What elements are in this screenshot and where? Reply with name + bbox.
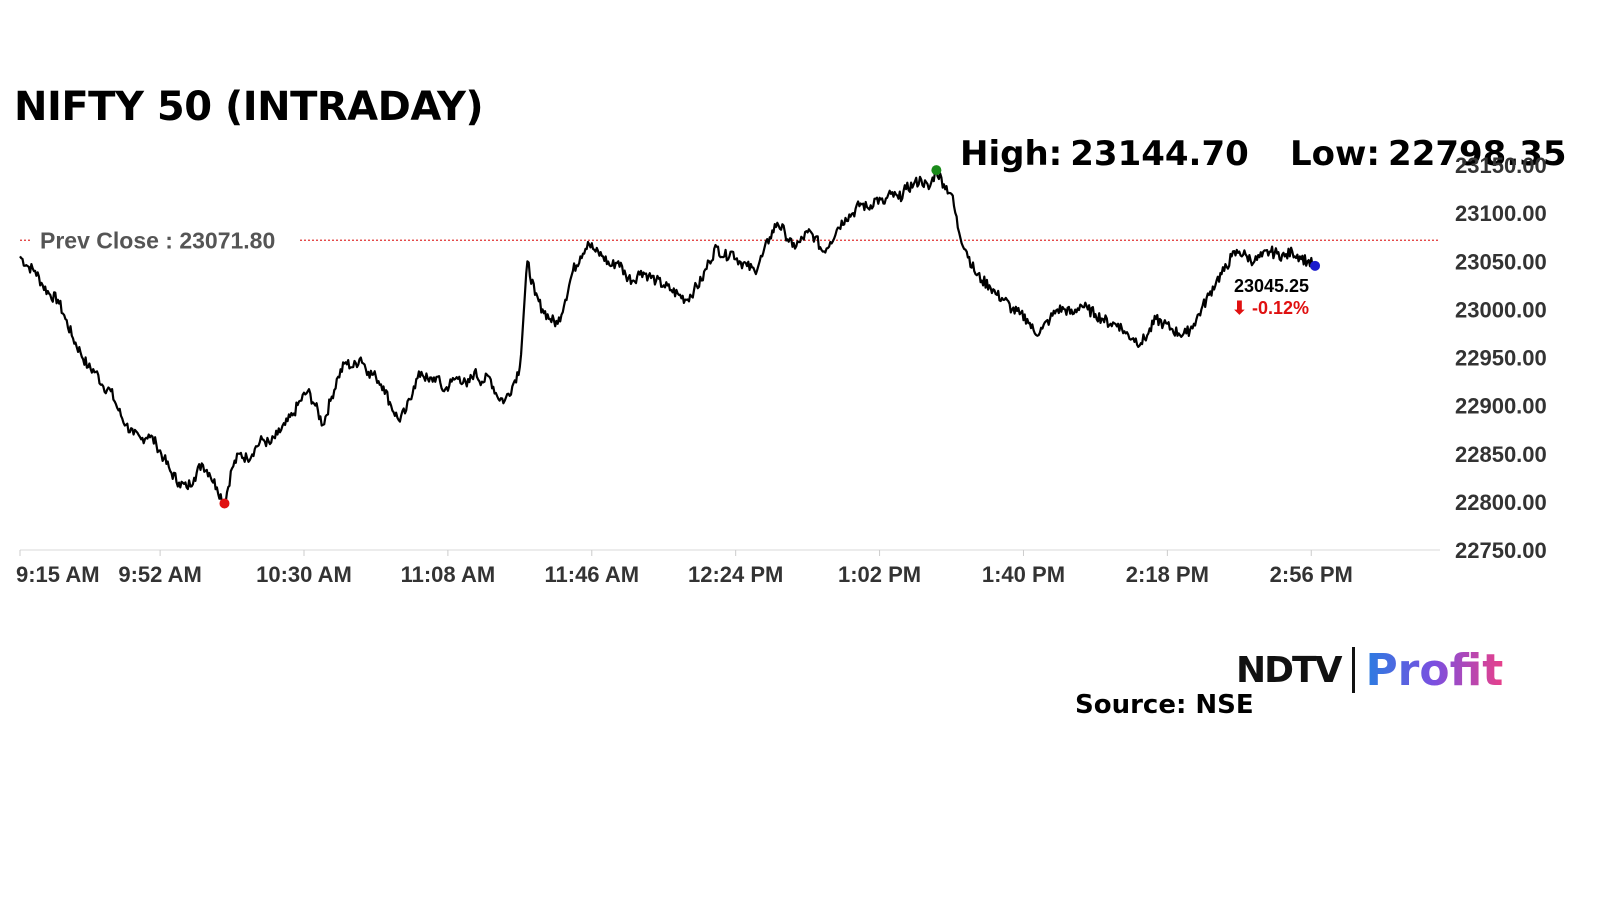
markers — [219, 165, 1321, 509]
logo-ndtv-text: NDTV — [1236, 649, 1342, 691]
x-tick-label: 2:56 PM — [1270, 562, 1353, 587]
low-label: Low: — [1290, 134, 1381, 174]
last-change-label: ⬇ -0.12% — [1232, 298, 1309, 318]
price-series-line — [19, 169, 1317, 505]
ndtv-profit-logo: NDTV Profit — [1236, 640, 1503, 700]
prev-close-label-bg — [32, 226, 298, 255]
y-tick-label: 23150.00 — [1455, 153, 1547, 178]
high-marker — [931, 165, 942, 176]
chart-title: NIFTY 50 (INTRADAY) — [14, 84, 484, 130]
y-tick-label: 22800.00 — [1455, 490, 1547, 515]
prev-close-label: Prev Close : 23071.80 — [40, 227, 275, 253]
x-tick-label: 9:15 AM — [16, 562, 100, 587]
low-value: 22798.35 — [1388, 134, 1567, 174]
y-axis: 23150.00 23100.00 23050.00 23000.00 22950.00… — [1455, 153, 1547, 563]
high-value: 23144.70 — [1070, 134, 1249, 174]
x-axis: 9:15 AM 9:52 AM 10:30 AM 11:08 AM 11:46 AM 12… — [16, 549, 1440, 587]
y-tick-label: 23100.00 — [1455, 201, 1547, 226]
logo-profit-text: Profit — [1365, 644, 1504, 696]
low-stat: Low: 22798.35 — [1290, 134, 1567, 174]
source-note: Source: NSE — [1075, 690, 1254, 720]
x-tick-label: 11:08 AM — [401, 562, 496, 587]
x-tick-label: 11:46 AM — [544, 562, 639, 587]
x-tick-label: 2:18 PM — [1126, 562, 1209, 587]
y-tick-label: 22950.00 — [1455, 346, 1547, 371]
low-marker — [219, 498, 230, 509]
last-marker — [1310, 260, 1321, 271]
x-tick-label: 9:52 AM — [118, 562, 202, 587]
last-value-label: 23045.25 — [1234, 276, 1309, 296]
y-tick-label: 23000.00 — [1455, 297, 1547, 322]
y-tick-label: 23050.00 — [1455, 249, 1547, 274]
x-tick-label: 12:24 PM — [688, 562, 783, 587]
y-tick-label: 22850.00 — [1455, 442, 1547, 467]
y-tick-label: 22900.00 — [1455, 394, 1547, 419]
logo-separator — [1352, 647, 1356, 693]
high-stat: High: 23144.70 — [960, 134, 1249, 174]
y-tick-label: 22750.00 — [1455, 538, 1547, 563]
x-tick-label: 10:30 AM — [256, 562, 352, 587]
x-tick-label: 1:40 PM — [982, 562, 1065, 587]
high-label: High: — [960, 134, 1063, 174]
x-tick-label: 1:02 PM — [838, 562, 921, 587]
